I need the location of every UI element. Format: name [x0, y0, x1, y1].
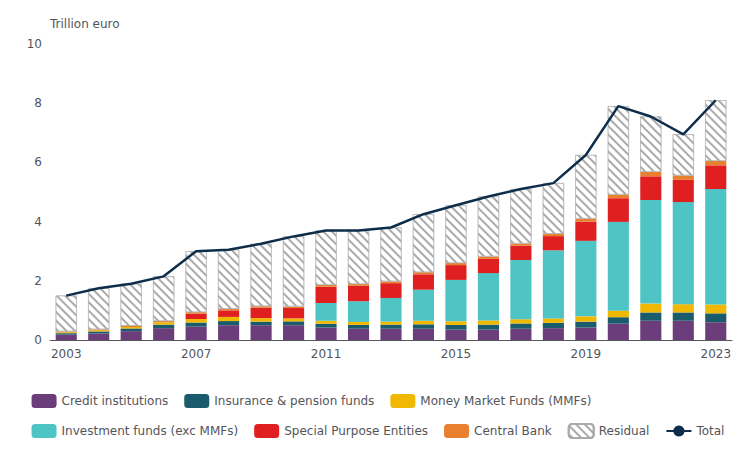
svg-text:0: 0: [34, 333, 42, 347]
svg-text:4: 4: [34, 215, 42, 229]
svg-text:2003: 2003: [51, 347, 82, 361]
svg-text:2015: 2015: [441, 347, 472, 361]
svg-text:Money Market Funds (MMFs): Money Market Funds (MMFs): [420, 394, 591, 408]
svg-text:Residual: Residual: [599, 424, 650, 438]
svg-text:2023: 2023: [700, 347, 731, 361]
svg-text:Investment funds (exc MMFs): Investment funds (exc MMFs): [62, 424, 239, 438]
svg-text:8: 8: [34, 96, 42, 110]
svg-text:Special Purpose Entities: Special Purpose Entities: [284, 424, 428, 438]
svg-text:2: 2: [34, 274, 42, 288]
svg-text:Central Bank: Central Bank: [474, 424, 552, 438]
svg-text:2011: 2011: [311, 347, 342, 361]
svg-text:Trillion euro: Trillion euro: [49, 17, 120, 31]
svg-text:Insurance & pension funds: Insurance & pension funds: [214, 394, 374, 408]
svg-text:6: 6: [34, 155, 42, 169]
svg-text:2007: 2007: [181, 347, 212, 361]
svg-text:10: 10: [27, 37, 42, 51]
svg-text:2019: 2019: [571, 347, 602, 361]
svg-text:Total: Total: [695, 424, 724, 438]
svg-text:Credit institutions: Credit institutions: [62, 394, 169, 408]
